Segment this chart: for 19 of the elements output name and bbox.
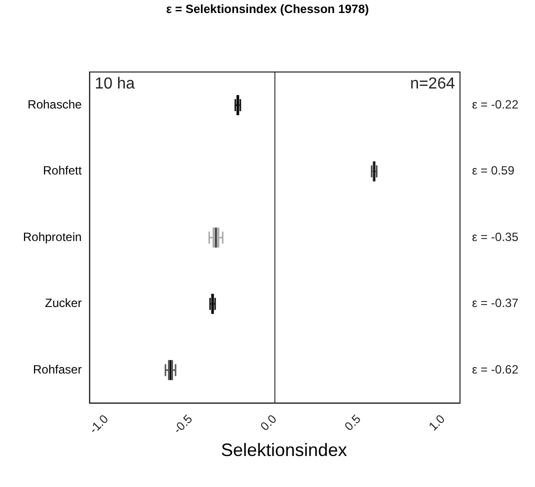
y-tick-label: Zucker — [45, 296, 82, 310]
text: ε = -0.22 — [472, 97, 518, 112]
y-tick-label: Rohasche — [28, 97, 82, 112]
x-tick-label: -0.5 — [170, 412, 196, 436]
x-axis-title: Selektionsindex — [220, 440, 348, 461]
text: ε = -0.62 — [472, 362, 518, 376]
x-tick-label: 1.0 — [426, 412, 448, 434]
x-tick-label: -1.0 — [86, 412, 112, 436]
x-tick-label: 0.5 — [342, 412, 364, 434]
text: ε = -0.37 — [472, 296, 518, 310]
text: ε = -0.35 — [472, 230, 518, 244]
y-tick-label: Rohprotein — [22, 230, 82, 244]
y-tick-label: Rohfett — [43, 164, 82, 178]
annotation: 10 ha — [94, 75, 135, 92]
chart-title: ε = Selektionsindex (Chesson 1978) — [165, 2, 370, 16]
text: ε = 0.59 — [472, 164, 514, 178]
x-tick-label: 0.0 — [258, 412, 280, 434]
annotation: n=264 — [410, 75, 456, 92]
y-tick-label: Rohfaser — [33, 362, 82, 376]
